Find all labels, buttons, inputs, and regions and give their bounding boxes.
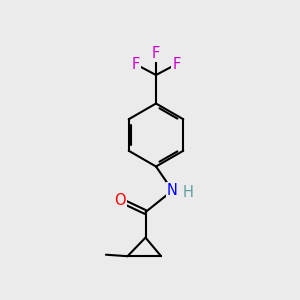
Text: N: N bbox=[167, 183, 178, 198]
Text: F: F bbox=[131, 57, 140, 72]
Text: F: F bbox=[152, 46, 160, 61]
Text: O: O bbox=[114, 193, 126, 208]
Text: F: F bbox=[172, 57, 181, 72]
Text: H: H bbox=[183, 185, 194, 200]
